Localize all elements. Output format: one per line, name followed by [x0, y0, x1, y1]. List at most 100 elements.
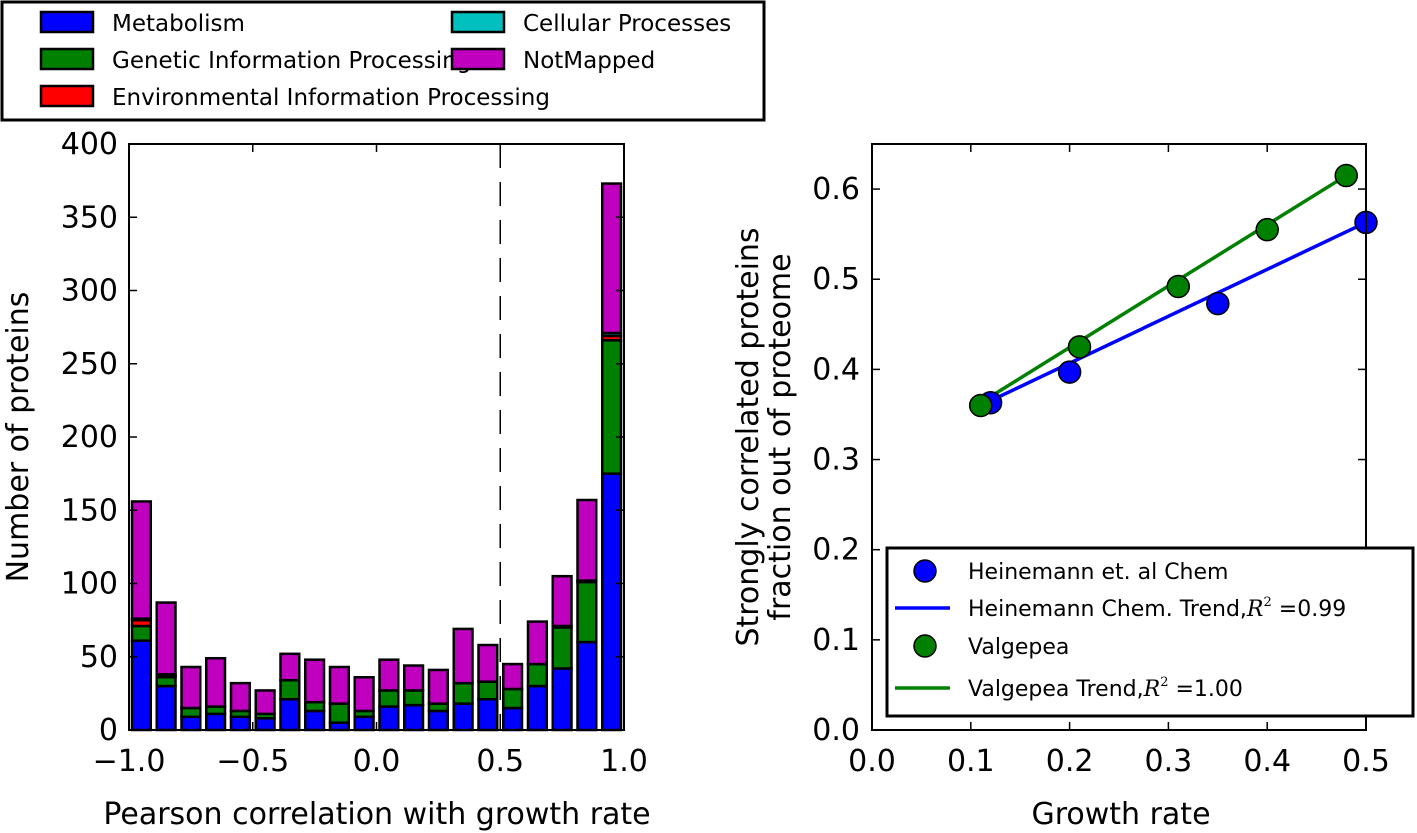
bar-genetic-information-processing-bin-12	[403, 689, 425, 707]
legend-r-squared-value: =1.00	[1168, 677, 1242, 702]
y-tick-label: 0.1	[812, 623, 860, 658]
scatter-tick-labels: 0.0 0.1 0.2 0.3 0.4 0.5 0.0 0.1 0.2 0.3 0.4 0.5 0.6	[812, 172, 1390, 779]
trend-line-valgepea-trend	[979, 174, 1348, 405]
x-tick-label: 0.2	[1046, 744, 1094, 779]
bar-notmapped-bin-19	[576, 498, 598, 582]
legend-item-heinemann-chem-trend: Heinemann Chem. Trend,R2 =0.99	[895, 595, 1346, 622]
scatter-y-axis-label-line-1: Strongly correlated proteins	[731, 227, 766, 646]
legend-label: Cellular Processes	[523, 11, 731, 37]
legend-swatch-genetic-information-processing	[39, 47, 95, 71]
x-tick-label: 1.0	[600, 744, 648, 779]
legend-r-squared-symbol: R	[1246, 597, 1264, 622]
point-valgepea-4	[1255, 217, 1279, 242]
bar-notmapped-bin-4	[205, 656, 227, 708]
bar-metabolism-bin-12	[403, 703, 425, 732]
bar-notmapped-bin-13	[427, 668, 449, 705]
bar-genetic-information-processing-bin-2	[155, 676, 177, 688]
x-tick-label: 0.3	[1145, 744, 1193, 779]
histogram-bars	[130, 182, 623, 732]
bar-notmapped-bin-2	[155, 601, 177, 676]
point-valgepea-2	[1067, 335, 1092, 359]
bar-metabolism-bin-3	[180, 715, 202, 732]
x-tick-label: 0.5	[476, 744, 524, 779]
bar-metabolism-bin-11	[378, 705, 400, 732]
y-tick-label: 0.3	[812, 443, 860, 478]
histogram-chart: −1.0 −0.5 0.0 0.5 1.0 0 50 100 150 200 250 300 350 40…	[1, 127, 651, 832]
y-tick-label: 150	[61, 493, 118, 528]
scatter-x-axis-label: Growth rate	[1031, 797, 1210, 832]
x-tick-label: 0.5	[1342, 744, 1390, 779]
legend-r-squared-symbol: R	[1143, 677, 1161, 702]
bar-metabolism-bin-2	[155, 684, 177, 732]
legend-item-environmental-information-processing: Environmental Information Processing	[112, 85, 550, 111]
y-tick-label: 0.6	[812, 172, 860, 207]
legend-item-valgepea-trend: Valgepea Trend,R2 =1.00	[895, 675, 1243, 702]
y-tick-label: 0	[99, 713, 118, 748]
legend-label: Environmental Information Processing	[112, 85, 550, 111]
y-tick-label: 200	[61, 420, 118, 455]
bar-metabolism-bin-7	[279, 697, 301, 732]
y-tick-label: 0.5	[812, 262, 860, 297]
legend-marker-circle	[913, 634, 937, 658]
bar-genetic-information-processing-bin-9	[328, 702, 350, 724]
bar-genetic-information-processing-bin-1	[130, 624, 152, 642]
y-tick-label: 0.2	[812, 533, 860, 568]
bar-metabolism-bin-18	[551, 667, 573, 732]
bar-metabolism-bin-13	[427, 709, 449, 732]
bar-metabolism-bin-1	[130, 639, 152, 732]
bar-notmapped-bin-16	[502, 662, 524, 691]
bar-metabolism-bin-6	[254, 717, 276, 732]
bar-notmapped-bin-11	[378, 658, 400, 692]
legend-label: Heinemann et. al Chem	[968, 560, 1228, 585]
bar-notmapped-bin-17	[526, 620, 548, 666]
y-tick-label: 50	[80, 640, 118, 675]
bar-genetic-information-processing-bin-18	[551, 626, 573, 670]
bar-notmapped-bin-7	[279, 652, 301, 682]
scatter-legend-box	[885, 546, 1415, 718]
legend-label: Heinemann Chem. Trend,R2 =0.99	[968, 595, 1346, 622]
point-heinemann-et-al-chem-2	[1057, 360, 1082, 384]
bar-metabolism-bin-8	[304, 709, 326, 732]
legend-item-cellular-processes: Cellular Processes	[523, 11, 731, 37]
legend-r-squared-value: =0.99	[1272, 597, 1346, 622]
legend-swatch-environmental-information-processing	[39, 84, 95, 108]
y-tick-label: 350	[61, 200, 118, 235]
bar-genetic-information-processing-bin-11	[378, 689, 400, 708]
bar-notmapped-bin-18	[551, 574, 573, 628]
legend-item-heinemann-et-al-chem: Heinemann et. al Chem	[913, 559, 1228, 585]
legend-r-squared-exponent: 2	[1264, 595, 1272, 610]
bar-metabolism-bin-20	[601, 472, 623, 732]
legend-r-squared-exponent: 2	[1160, 675, 1168, 690]
x-tick-label: 0.4	[1243, 744, 1291, 779]
bar-notmapped-bin-5	[229, 681, 251, 713]
bar-notmapped-bin-14	[452, 627, 474, 685]
legend-marker-circle	[913, 559, 937, 583]
trend-line-heinemann-chem-trend	[979, 220, 1367, 408]
x-tick-label: 0.0	[848, 744, 896, 779]
bar-genetic-information-processing-bin-16	[502, 687, 524, 710]
legend-item-metabolism: Metabolism	[112, 11, 245, 37]
legend-label: Metabolism	[112, 11, 245, 37]
bar-metabolism-bin-14	[452, 702, 474, 732]
histogram-legend: Metabolism Cellular Processes Genetic Info…	[0, 0, 766, 122]
bar-notmapped-bin-15	[477, 643, 499, 683]
bar-genetic-information-processing-bin-7	[279, 678, 301, 701]
scatter-trend-lines	[979, 174, 1367, 408]
point-valgepea-3	[1166, 274, 1191, 299]
legend-swatch-cellular-processes	[450, 10, 506, 34]
y-tick-label: 250	[61, 347, 118, 382]
bar-genetic-information-processing-bin-15	[477, 680, 499, 701]
bar-metabolism-bin-4	[205, 712, 227, 732]
legend-label: Valgepea Trend,R2 =1.00	[968, 675, 1243, 702]
y-tick-label: 400	[61, 127, 118, 162]
legend-label: NotMapped	[523, 48, 655, 74]
bar-notmapped-bin-6	[254, 689, 276, 716]
histogram-tick-labels: −1.0 −0.5 0.0 0.5 1.0 0 50 100 150 200 250 300 350 40…	[61, 127, 648, 779]
bar-notmapped-bin-8	[304, 658, 326, 704]
legend-item-valgepea: Valgepea	[913, 634, 1069, 660]
legend-item-notmapped: NotMapped	[523, 48, 655, 74]
point-heinemann-et-al-chem-3	[1206, 291, 1230, 316]
scatter-legend: Heinemann et. al Chem Heinemann Chem. Tre…	[885, 546, 1415, 718]
bar-genetic-information-processing-bin-3	[180, 706, 202, 719]
